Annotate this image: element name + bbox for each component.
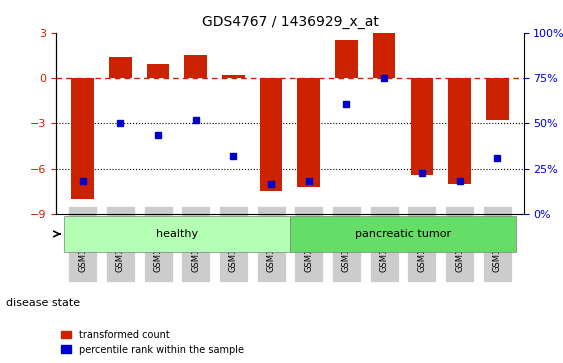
Bar <box>109 57 132 78</box>
Text: disease state: disease state <box>6 298 80 308</box>
Bar <box>448 78 471 184</box>
Text: GSM1159947: GSM1159947 <box>493 216 502 272</box>
Bar <box>297 78 320 187</box>
Text: GSM1159944: GSM1159944 <box>379 216 388 272</box>
Text: GSM1159936: GSM1159936 <box>78 216 87 272</box>
Text: GSM1159942: GSM1159942 <box>304 216 313 272</box>
Title: GDS4767 / 1436929_x_at: GDS4767 / 1436929_x_at <box>202 15 378 29</box>
Bar <box>185 55 207 78</box>
Bar <box>222 75 245 78</box>
Legend: transformed count, percentile rank within the sample: transformed count, percentile rank withi… <box>61 330 244 355</box>
Bar <box>486 78 508 120</box>
Bar <box>373 33 395 78</box>
Bar <box>335 40 358 78</box>
FancyBboxPatch shape <box>64 216 290 252</box>
Bar <box>260 78 283 191</box>
Text: GSM1159937: GSM1159937 <box>116 216 125 272</box>
Bar <box>147 64 169 78</box>
Text: GSM1159938: GSM1159938 <box>154 216 163 272</box>
Text: GSM1159945: GSM1159945 <box>417 216 426 272</box>
Text: GSM1159943: GSM1159943 <box>342 216 351 272</box>
Text: GSM1159940: GSM1159940 <box>229 216 238 272</box>
Bar <box>72 78 94 199</box>
Text: GSM1159939: GSM1159939 <box>191 216 200 272</box>
FancyBboxPatch shape <box>290 216 516 252</box>
Text: pancreatic tumor: pancreatic tumor <box>355 229 451 239</box>
Bar <box>410 78 433 175</box>
Text: GSM1159941: GSM1159941 <box>267 216 276 272</box>
Text: healthy: healthy <box>156 229 198 239</box>
Text: GSM1159946: GSM1159946 <box>455 216 464 272</box>
